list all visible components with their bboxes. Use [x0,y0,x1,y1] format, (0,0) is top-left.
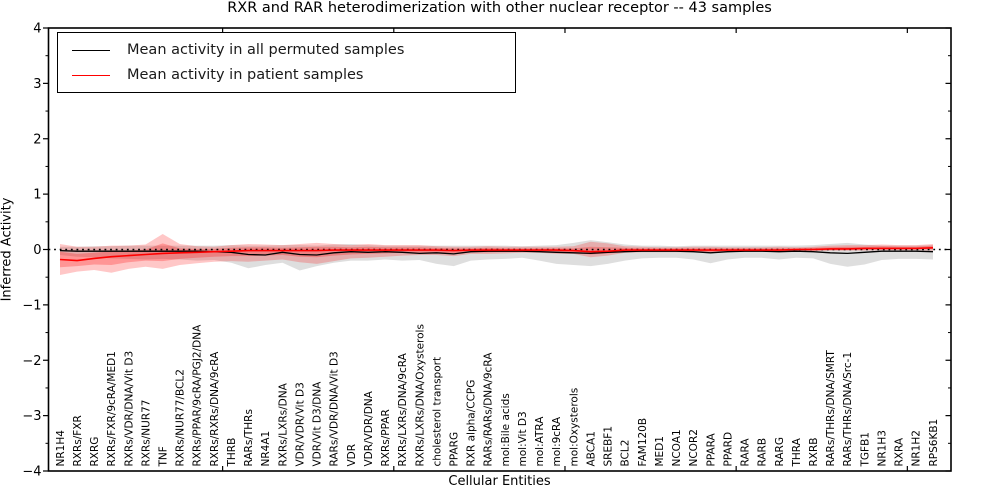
x-tick-label: RARs/THRs [243,409,255,466]
legend-label-permuted: Mean activity in all permuted samples [127,42,405,58]
x-tick-label: PPARA [705,432,717,466]
x-tick-label: RXRs/LXRs/DNA [277,382,289,466]
x-tick-label: TGFB1 [859,432,871,467]
patient-line-swatch [72,74,110,76]
x-tick-label: NR1H4 [55,430,67,467]
x-tick-label: SREBF1 [603,426,615,467]
x-tick-label: mol:Vit D3 [517,411,529,466]
x-tick-label: RXRs/PPAR [380,409,392,466]
x-tick-label: NR1H3 [877,430,889,466]
permuted-band [60,240,933,271]
x-tick-label: THRA [791,437,803,467]
x-tick-label: RXRs/NUR77 [140,400,152,467]
x-tick-label: RPS6KB1 [928,419,940,467]
x-axis-label: Cellular Entities [448,474,551,489]
x-tick-label: RXRG [89,437,101,467]
x-tick-label: mol:Oxysterols [568,388,580,467]
x-tick-label: PPARG [449,432,461,467]
x-tick-label: NCOA1 [671,429,683,466]
y-tick-label: 4 [33,22,41,37]
x-tick-label: cholesterol transport [431,357,443,467]
x-tick-label: RARA [740,438,752,467]
x-tick-label: RXRB [808,438,820,467]
x-tick-label: RARs/RARs/DNA/9cRA [483,352,495,467]
x-tick-label: RARs/THRs/DNA/SMRT [825,350,837,467]
x-tick-label: NR4A1 [260,431,272,467]
x-tick-label: RXRs/NUR77/BCL2 [175,369,187,466]
patient-band [60,234,933,275]
x-tick-label: PPARD [722,432,734,467]
x-tick-label: THRB [226,438,238,468]
y-tick-label: −2 [22,354,41,369]
legend-item-permuted: Mean activity in all permuted samples [58,42,515,58]
x-tick-label: RXRs/LXRs/DNA/Oxysterols [414,324,426,466]
x-tick-label: RARs/THRs/DNA/Src-1 [842,352,854,467]
x-tick-label: NCOR2 [688,429,700,466]
patient-mean-line [59,247,934,262]
x-tick-label: RXR alpha/CCPG [466,380,478,467]
x-tick-label: RXRs/PPAR/9cRA/PGJ2/DNA [192,324,204,467]
x-tick-label: mol:9cRA [551,416,563,466]
x-tick-label: RXRs/RXRs/DNA/9cRA [209,351,221,467]
x-tick-label: TNF [158,446,170,467]
y-tick-label: 1 [33,188,41,203]
x-tick-label: mol:ATRA [534,416,546,467]
x-tick-label: ABCA1 [586,431,598,466]
y-tick-label: −3 [22,409,41,424]
x-tick-label: RXRs/FXR/9cRA/MED1 [106,351,118,466]
legend-label-patient: Mean activity in patient samples [127,67,364,83]
x-tick-label: NR1H2 [911,430,923,466]
x-tick-label: BCL2 [620,440,632,467]
chart-title: RXR and RAR heterodimerization with othe… [227,0,772,16]
x-tick-label: RXRA [894,437,906,466]
y-tick-label: −4 [22,465,41,480]
y-tick-label: 2 [33,132,41,147]
x-tick-label: VDR/VDR/DNA [363,390,375,466]
x-tick-label: VDR [346,444,358,467]
permuted-line-swatch [72,49,110,51]
x-tick-label: VDR/VDR/Vit D3 [295,382,307,466]
x-tick-label: RARs/VDR/DNA/Vit D3 [329,351,341,466]
x-tick-label: mol:Bile acids [500,393,512,466]
x-tick-label: RXRs/FXR [72,415,84,466]
y-axis-label: Inferred Activity [0,197,15,302]
legend-item-patient: Mean activity in patient samples [58,67,515,83]
y-tick-label: 0 [33,243,41,258]
x-tick-label: MED1 [654,436,666,466]
x-tick-label: VDR/Vit D3/DNA [312,381,324,467]
x-tick-label: RXRs/VDR/DNA/Vit D3 [123,351,135,467]
x-tick-label: RXRs/LXRs/DNA/9cRA [397,352,409,466]
x-tick-label: RARG [774,437,786,467]
y-tick-label: 3 [33,77,41,92]
y-tick-label: −1 [22,298,41,313]
x-tick-label: FAM120B [637,418,649,467]
legend: Mean activity in all permuted samples Me… [57,32,516,93]
x-tick-label: RARB [757,438,769,467]
